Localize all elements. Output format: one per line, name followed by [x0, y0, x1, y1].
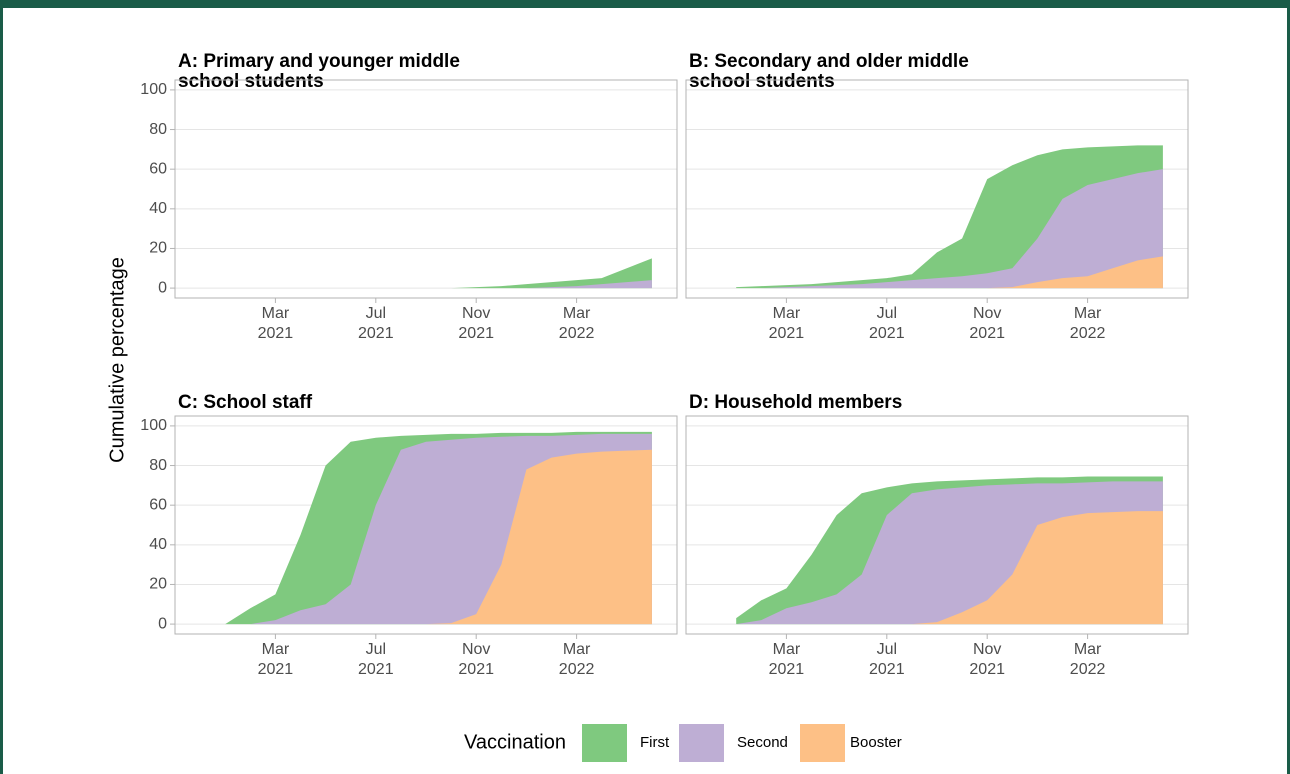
area — [736, 169, 1163, 289]
panel-border — [685, 79, 1189, 299]
y-tick-label: 100 — [140, 81, 167, 98]
area — [736, 511, 1163, 625]
area — [225, 449, 652, 625]
y-tick-label: 80 — [149, 121, 167, 138]
background — [3, 8, 1287, 774]
legend-title: Vaccination — [464, 731, 566, 753]
panel-title: A: Primary and younger middle school stud… — [178, 51, 460, 92]
panel-border — [174, 415, 678, 635]
y-tick-label: 60 — [149, 160, 167, 177]
legend-swatch — [582, 724, 627, 762]
x-tick-label: Mar 2022 — [559, 305, 595, 342]
y-tick-label: 100 — [140, 417, 167, 434]
y-tick-label: 0 — [158, 615, 167, 632]
legend-swatch — [800, 724, 845, 762]
x-tick-label: Mar 2022 — [1070, 305, 1106, 342]
legend-label: Second — [737, 734, 788, 751]
x-tick-label: Jul 2021 — [358, 305, 394, 342]
x-tick-label: Nov 2021 — [458, 305, 494, 342]
x-tick-label: Jul 2021 — [358, 641, 394, 678]
y-tick-label: 60 — [149, 496, 167, 513]
y-tick-label: 0 — [158, 279, 167, 296]
x-tick-label: Jul 2021 — [869, 305, 905, 342]
x-tick-label: Mar 2022 — [559, 641, 595, 678]
area — [736, 256, 1163, 289]
y-tick-label: 40 — [149, 536, 167, 553]
panel-title: D: Household members — [689, 392, 902, 413]
x-tick-label: Nov 2021 — [969, 305, 1005, 342]
legend-swatch — [679, 724, 724, 762]
panel-border — [685, 415, 1189, 635]
y-tick-label: 40 — [149, 200, 167, 217]
x-tick-label: Mar 2021 — [769, 305, 805, 342]
panel-title: C: School staff — [178, 392, 313, 413]
x-tick-label: Nov 2021 — [458, 641, 494, 678]
legend-label: First — [640, 734, 670, 751]
area — [225, 280, 652, 289]
panel-border — [174, 79, 678, 299]
x-tick-label: Mar 2022 — [1070, 641, 1106, 678]
y-axis-label: Cumulative percentage — [106, 257, 128, 463]
x-tick-label: Mar 2021 — [769, 641, 805, 678]
x-tick-label: Mar 2021 — [258, 305, 294, 342]
panel-title: B: Secondary and older middle school stud… — [689, 51, 969, 92]
x-tick-label: Jul 2021 — [869, 641, 905, 678]
legend-label: Booster — [850, 734, 902, 751]
y-tick-label: 20 — [149, 576, 167, 593]
x-tick-label: Nov 2021 — [969, 641, 1005, 678]
y-tick-label: 20 — [149, 240, 167, 257]
x-tick-label: Mar 2021 — [258, 641, 294, 678]
y-tick-label: 80 — [149, 457, 167, 474]
